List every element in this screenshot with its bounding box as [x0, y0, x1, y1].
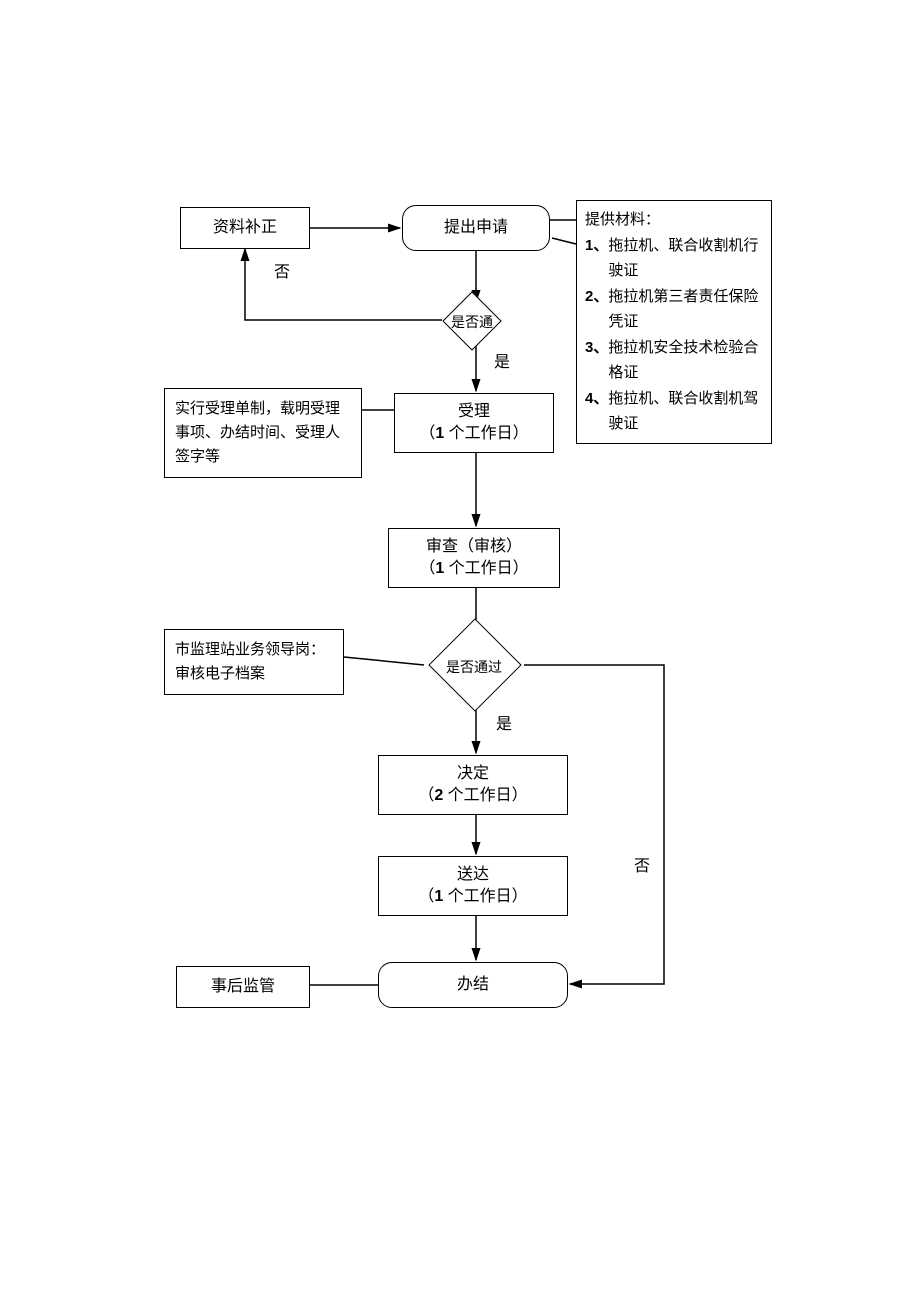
node-accept: 受理 （1 个工作日）	[394, 393, 554, 453]
node-supplement-label: 资料补正	[213, 217, 277, 239]
diamond-pass-2-label: 是否通过	[424, 657, 524, 677]
materials-list: 1、拖拉机、联合收割机行驶证 2、拖拉机第三者责任保险凭证 3、拖拉机安全技术检…	[585, 233, 763, 437]
node-accept-line2: （1 个工作日）	[419, 423, 528, 445]
annotation-review-note: 市监理站业务领导岗： 审核电子档案	[164, 629, 344, 695]
edge-label-no-1: 否	[274, 258, 290, 282]
node-decide-line1: 决定	[457, 763, 489, 785]
materials-header: 提供材料：	[585, 207, 763, 233]
materials-item: 3、拖拉机安全技术检验合格证	[585, 335, 763, 386]
annotation-accept-note: 实行受理单制，载明受理事项、办结时间、受理人签字等	[164, 388, 362, 478]
diamond-pass-1-label: 是否通	[422, 312, 522, 332]
node-deliver: 送达 （1 个工作日）	[378, 856, 568, 916]
node-review-line2: （1 个工作日）	[419, 558, 528, 580]
node-deliver-line2: （1 个工作日）	[418, 886, 527, 908]
materials-item: 2、拖拉机第三者责任保险凭证	[585, 284, 763, 335]
edge-label-yes-1: 是	[494, 348, 510, 372]
node-complete-label: 办结	[457, 974, 489, 996]
node-supplement: 资料补正	[180, 207, 310, 249]
node-deliver-line1: 送达	[457, 864, 489, 886]
materials-item: 1、拖拉机、联合收割机行驶证	[585, 233, 763, 284]
annotation-supervise: 事后监管	[176, 966, 310, 1008]
edge-label-yes-2: 是	[496, 710, 512, 734]
node-review: 审查（审核） （1 个工作日）	[388, 528, 560, 588]
materials-item: 4、拖拉机、联合收割机驾驶证	[585, 386, 763, 437]
node-accept-line1: 受理	[458, 401, 490, 423]
node-decide: 决定 （2 个工作日）	[378, 755, 568, 815]
materials-box: 提供材料： 1、拖拉机、联合收割机行驶证 2、拖拉机第三者责任保险凭证 3、拖拉…	[576, 200, 772, 444]
node-review-line1: 审查（审核）	[426, 536, 522, 558]
node-apply-label: 提出申请	[444, 217, 508, 239]
edge-label-no-2: 否	[634, 852, 650, 876]
node-decide-line2: （2 个工作日）	[418, 785, 527, 807]
node-complete: 办结	[378, 962, 568, 1008]
node-apply: 提出申请	[402, 205, 550, 251]
